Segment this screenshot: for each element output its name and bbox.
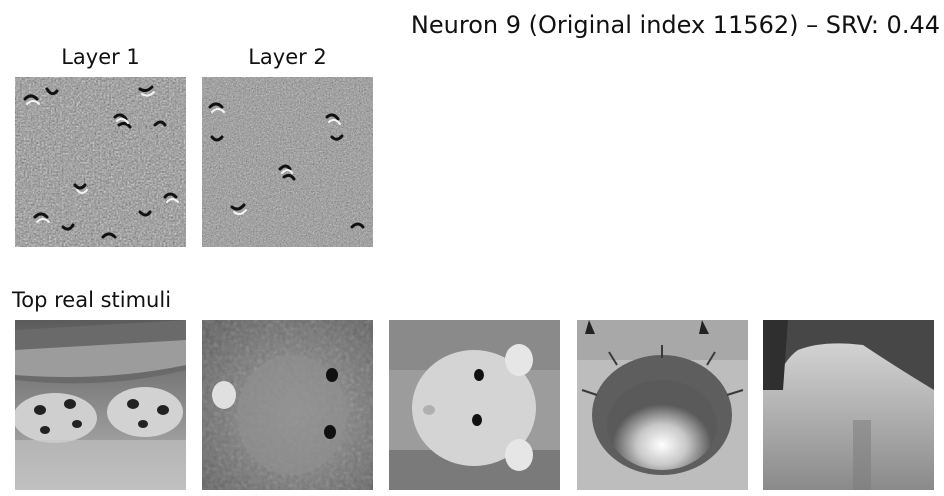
flower-center-photo [577, 320, 748, 490]
layer-1-feature-image [15, 77, 186, 247]
stimulus-image-5 [763, 320, 934, 490]
leaf-edge-photo [763, 320, 934, 490]
stimulus-image-1 [15, 320, 186, 490]
layer-1-label: Layer 1 [61, 45, 140, 69]
hamster-face-photo [389, 320, 560, 490]
layer-2-feature-image [202, 77, 373, 247]
layer-2-label: Layer 2 [248, 45, 327, 69]
stimulus-image-3 [389, 320, 560, 490]
stimulus-image-4 [577, 320, 748, 490]
hamster-photo [202, 320, 373, 490]
ladybug-photo [15, 320, 186, 490]
stimulus-image-2 [202, 320, 373, 490]
figure-title: Neuron 9 (Original index 11562) – SRV: 0… [410, 11, 940, 39]
top-real-stimuli-label: Top real stimuli [12, 288, 172, 312]
